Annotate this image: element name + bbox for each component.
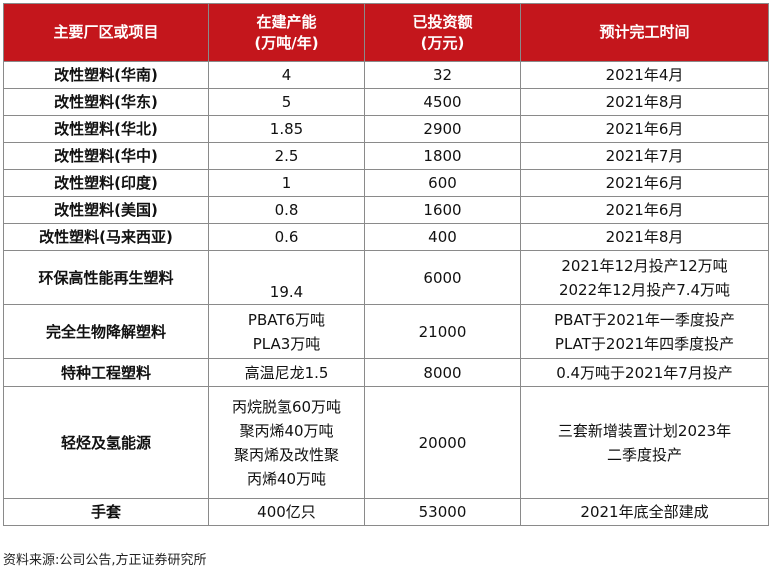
project-name: 环保高性能再生塑料 [3,250,209,305]
capacity-cell: 4 [208,61,365,89]
project-name: 特种工程塑料 [3,358,209,387]
investment-cell: 1800 [364,142,521,170]
capacity-cell: 19.4 [208,250,365,305]
project-name: 改性塑料(华南) [3,61,209,89]
table-row: 改性塑料(马来西亚) 0.6 400 2021年8月 [3,223,769,251]
completion-cell: 2021年6月 [520,115,769,143]
project-name: 改性塑料(华东) [3,88,209,116]
header-capacity: 在建产能 (万吨/年) [208,3,365,62]
project-name: 改性塑料(马来西亚) [3,223,209,251]
completion-line: 2021年12月投产12万吨 [561,256,728,275]
capacity-cell: 1 [208,169,365,197]
capacity-line: PLA3万吨 [252,334,321,353]
completion-cell: 2021年6月 [520,169,769,197]
table-row: 改性塑料(华北) 1.85 2900 2021年6月 [3,115,769,143]
table-header-row: 主要厂区或项目 在建产能 (万吨/年) 已投资额 (万元) 预计完工时间 [3,3,769,62]
table-row: 改性塑料(印度) 1 600 2021年6月 [3,169,769,197]
investment-cell: 4500 [364,88,521,116]
project-name: 完全生物降解塑料 [3,304,209,359]
completion-cell: 2021年7月 [520,142,769,170]
completion-cell: 2021年8月 [520,223,769,251]
project-name: 改性塑料(印度) [3,169,209,197]
completion-line: 二季度投产 [606,445,682,464]
investment-cell: 400 [364,223,521,251]
capacity-cell: 丙烷脱氢60万吨 聚丙烯40万吨 聚丙烯及改性聚 丙烯40万吨 [208,386,365,499]
source-note: 资料来源:公司公告,方正证券研究所 [3,553,207,568]
completion-cell: 三套新增装置计划2023年 二季度投产 [520,386,769,499]
capacity-cell: 5 [208,88,365,116]
investment-cell: 6000 [364,250,521,305]
investment-cell: 2900 [364,115,521,143]
header-completion: 预计完工时间 [520,3,769,62]
project-name: 手套 [3,498,209,526]
capacity-cell: 400亿只 [208,498,365,526]
capacity-line: 聚丙烯40万吨 [239,421,334,440]
table-row: 改性塑料(华东) 5 4500 2021年8月 [3,88,769,116]
completion-cell: 2021年底全部建成 [520,498,769,526]
capacity-cell: 高温尼龙1.5 [208,358,365,387]
table-row: 改性塑料(华南) 4 32 2021年4月 [3,61,769,89]
investment-cell: 53000 [364,498,521,526]
completion-cell: 2021年8月 [520,88,769,116]
completion-cell: 2021年4月 [520,61,769,89]
table-row: 特种工程塑料 高温尼龙1.5 8000 0.4万吨于2021年7月投产 [3,358,769,387]
capacity-table: 主要厂区或项目 在建产能 (万吨/年) 已投资额 (万元) 预计完工时间 改性塑… [3,3,769,526]
capacity-line: PBAT6万吨 [247,310,326,329]
capacity-cell: PBAT6万吨 PLA3万吨 [208,304,365,359]
completion-cell: 2021年6月 [520,196,769,224]
table-row: 轻烃及氢能源 丙烷脱氢60万吨 聚丙烯40万吨 聚丙烯及改性聚 丙烯40万吨 2… [3,386,769,499]
table-row: 改性塑料(华中) 2.5 1800 2021年7月 [3,142,769,170]
capacity-cell: 0.6 [208,223,365,251]
investment-cell: 21000 [364,304,521,359]
header-investment-line2: (万元) [420,33,465,52]
capacity-line: 聚丙烯及改性聚 [233,445,339,464]
investment-cell: 600 [364,169,521,197]
header-investment: 已投资额 (万元) [364,3,521,62]
project-name: 改性塑料(美国) [3,196,209,224]
completion-cell: PBAT于2021年一季度投产 PLAT于2021年四季度投产 [520,304,769,359]
completion-line: PBAT于2021年一季度投产 [554,310,735,329]
capacity-line: 丙烯40万吨 [246,469,327,488]
completion-cell: 0.4万吨于2021年7月投产 [520,358,769,387]
table-row: 手套 400亿只 53000 2021年底全部建成 [3,498,769,526]
capacity-cell: 0.8 [208,196,365,224]
capacity-cell: 1.85 [208,115,365,143]
capacity-cell: 2.5 [208,142,365,170]
header-investment-line1: 已投资额 [412,12,473,31]
investment-cell: 8000 [364,358,521,387]
table-row: 完全生物降解塑料 PBAT6万吨 PLA3万吨 21000 PBAT于2021年… [3,304,769,359]
investment-cell: 1600 [364,196,521,224]
project-name: 改性塑料(华中) [3,142,209,170]
completion-cell: 2021年12月投产12万吨 2022年12月投产7.4万吨 [520,250,769,305]
investment-cell: 32 [364,61,521,89]
investment-cell: 20000 [364,386,521,499]
project-name: 改性塑料(华北) [3,115,209,143]
table-row: 环保高性能再生塑料 19.4 6000 2021年12月投产12万吨 2022年… [3,250,769,305]
completion-line: 三套新增装置计划2023年 [557,421,732,440]
capacity-line: 丙烷脱氢60万吨 [231,397,342,416]
header-capacity-line1: 在建产能 [256,12,317,31]
header-project: 主要厂区或项目 [3,3,209,62]
completion-line: PLAT于2021年四季度投产 [554,334,735,353]
completion-line: 2022年12月投产7.4万吨 [558,280,731,299]
table-row: 改性塑料(美国) 0.8 1600 2021年6月 [3,196,769,224]
header-capacity-line2: (万吨/年) [254,33,319,52]
project-name: 轻烃及氢能源 [3,386,209,499]
